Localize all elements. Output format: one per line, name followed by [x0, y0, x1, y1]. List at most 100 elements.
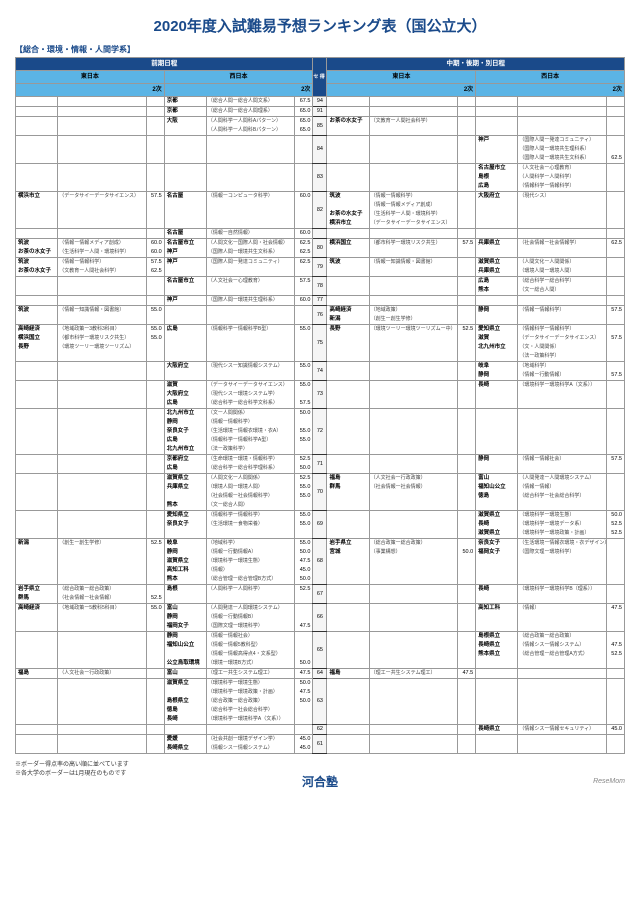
table-score: 50.0	[295, 409, 313, 419]
table-score	[295, 418, 313, 427]
table-dept: （環境ー環境B方式）	[206, 659, 294, 669]
table-score: 62.5	[295, 239, 313, 249]
table-uni: お茶の水女子	[327, 210, 369, 219]
table-uni: 筑波	[16, 306, 58, 316]
table-dept: （人文社会ー行政政策）	[369, 474, 457, 484]
category-label: 【総合・環境・情報・人間学系】	[15, 44, 625, 55]
table-uni: 高崎経済	[16, 604, 58, 614]
table-uni: 愛知県立	[164, 511, 206, 521]
header-west-z: 西日本	[164, 71, 313, 84]
table-score: 47.5	[295, 557, 313, 566]
table-uni: 岐阜	[476, 362, 518, 372]
table-score	[606, 585, 624, 595]
table-score	[606, 548, 624, 557]
table-uni: 神戸	[164, 258, 206, 268]
table-dept: （国際人間ー環境共生理科系）	[518, 145, 606, 154]
table-dept: （国際文理ー環境科学）	[518, 548, 606, 557]
table-score	[606, 192, 624, 202]
table-uni: 高崎経済	[327, 306, 369, 316]
table-score: 55.0	[295, 483, 313, 492]
table-score	[458, 483, 476, 492]
table-uni: 長野	[327, 325, 369, 335]
table-dept: （情報ー知識情報・図書館）	[58, 306, 146, 316]
table-center-score: 61	[313, 735, 327, 754]
table-dept: （社会情報ー社会情報科学）	[206, 492, 294, 501]
table-score: 55.0	[146, 306, 164, 316]
table-uni: 神戸	[164, 248, 206, 258]
table-dept: （社会情報ー社会情報）	[369, 483, 457, 492]
table-uni: 奈良女子	[164, 520, 206, 529]
table-center-score: 77	[313, 296, 327, 306]
table-uni: 長崎	[476, 381, 518, 391]
table-center-score: 91	[313, 107, 327, 117]
table-uni: 岩手県立	[327, 539, 369, 549]
table-score: 60.0	[295, 192, 313, 202]
table-score: 62.5	[295, 248, 313, 258]
table-uni: 横浜市立	[327, 219, 369, 229]
table-score: 52.5	[295, 474, 313, 484]
table-uni: 静岡	[164, 613, 206, 622]
table-score	[295, 445, 313, 455]
table-dept: （情報科学ー情報科学A型）	[206, 436, 294, 445]
table-uni: 大阪府立	[476, 192, 518, 202]
table-uni: 福島	[327, 474, 369, 484]
table-uni: 滋賀県立	[164, 679, 206, 689]
table-score	[606, 343, 624, 352]
table-uni: 北九州市立	[164, 409, 206, 419]
table-dept: （国際文理ー環境科学）	[206, 622, 294, 632]
table-dept: （生活環境ー食物栄養）	[206, 520, 294, 529]
table-score: 55.0	[295, 362, 313, 372]
table-dept: （創生ー創生学修）	[369, 315, 457, 325]
table-uni: お茶の水女子	[16, 248, 58, 258]
table-uni: 長崎県立	[164, 744, 206, 754]
table-score: 55.0	[295, 325, 313, 335]
table-dept: （総合管理ー総合管理B方式）	[206, 575, 294, 585]
table-dept: （人間発達ー人間環境システム）	[518, 474, 606, 484]
table-score	[295, 604, 313, 614]
table-uni: 熊本	[164, 575, 206, 585]
table-score: 50.0	[295, 464, 313, 474]
table-dept: （環境人間ー環境人間）	[206, 483, 294, 492]
header-center: セ 得 点 率	[313, 58, 327, 97]
table-dept: （総合政策ー総合政策）	[369, 539, 457, 549]
table-score	[295, 650, 313, 659]
table-score	[606, 182, 624, 192]
table-uni: 静岡	[476, 455, 518, 465]
table-uni	[476, 154, 518, 164]
table-dept: （情報）	[206, 566, 294, 575]
table-score: 62.5	[606, 154, 624, 164]
table-uni: 滋賀県立	[164, 557, 206, 566]
table-score: 55.0	[295, 511, 313, 521]
table-uni: 兵庫県立	[476, 239, 518, 249]
table-uni: 筑波	[327, 258, 369, 268]
table-center-score: 75	[313, 325, 327, 362]
table-score: 52.5	[146, 594, 164, 604]
table-center-score: 82	[313, 192, 327, 229]
table-dept: （環境ツーリー環境ツーリズムー中）	[369, 325, 457, 335]
table-center-score: 70	[313, 474, 327, 511]
table-score	[295, 706, 313, 715]
table-dept: （環境科学ー環境生態）	[206, 557, 294, 566]
table-uni: 名古屋	[164, 229, 206, 239]
table-dept: （環境科学ー環境データ系）	[518, 520, 606, 529]
table-center-score: 80	[313, 239, 327, 258]
table-dept: （理工ー共生システム理工）	[369, 669, 457, 679]
table-dept: （現代シス）	[518, 192, 606, 202]
header-chuki: 中期・後期・別日程	[327, 58, 625, 71]
table-dept: （人間文化ー国際人間・社会情報）	[206, 239, 294, 249]
table-score: 65.0	[295, 107, 313, 117]
table-dept: （地域政策ー5教科5科目）	[58, 604, 146, 614]
table-score: 47.5	[606, 641, 624, 650]
table-score: 60.0	[146, 239, 164, 249]
table-uni: 大阪府立	[164, 362, 206, 372]
table-score	[458, 258, 476, 268]
table-dept: （情報ー知識情報・図書館）	[369, 258, 457, 268]
table-uni: 静岡	[164, 548, 206, 557]
table-dept: （総合科学ー総合科学）	[518, 277, 606, 287]
table-score: 62.5	[606, 239, 624, 249]
table-center-score: 66	[313, 604, 327, 632]
table-score: 55.0	[295, 436, 313, 445]
table-center-score: 83	[313, 164, 327, 192]
table-uni: 岐阜	[164, 539, 206, 549]
table-dept: （法ー政策科学）	[518, 352, 606, 362]
